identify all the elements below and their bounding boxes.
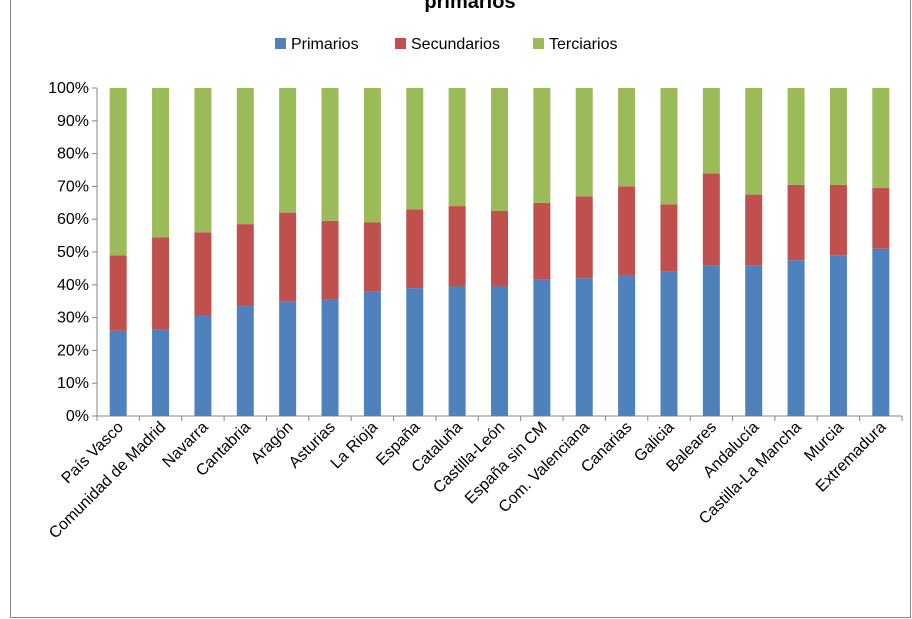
bar-primarios [321,299,339,416]
bar-secundarios [787,184,805,261]
x-tick-label: La Rioja [328,419,382,473]
bar-primarios [491,286,508,416]
y-tick-label: 10% [57,375,89,392]
bar-secundarios [491,211,508,287]
legend-label-terciarios: Terciarios [549,36,617,53]
bar-primarios [660,271,678,416]
y-tick-label: 70% [57,178,89,195]
bar-terciarios [491,88,508,211]
bar-secundarios [363,222,381,292]
y-tick-label: 90% [57,113,89,130]
legend-label-secundarios: Secundarios [411,36,500,53]
bar-terciarios [702,88,720,174]
bar-primarios [829,255,847,416]
bar-secundarios [829,184,847,256]
bar-primarios [702,265,720,416]
bar-terciarios [236,88,254,225]
y-tick-label: 20% [57,342,89,359]
y-tick-label: 50% [57,244,89,261]
bar-terciarios [279,88,297,213]
bar-secundarios [872,188,890,249]
bar-secundarios [109,255,127,331]
bar-terciarios [321,88,339,221]
bar-primarios [236,306,254,416]
legend-label-primarios: Primarios [291,36,359,53]
bar-secundarios [406,209,424,289]
bar-secundarios [618,186,636,275]
y-tick-label: 60% [57,211,89,228]
bar-primarios [406,288,424,416]
bar-terciarios [194,88,212,233]
legend-swatch-secundarios [395,38,406,49]
bar-secundarios [152,237,170,330]
bar-primarios [745,265,763,416]
bar-secundarios [533,202,551,280]
bar-terciarios [152,88,170,238]
y-tick-label: 0% [66,408,89,425]
bar-terciarios [660,88,678,205]
bar-terciarios [575,88,593,197]
bar-terciarios [109,88,127,256]
bar-terciarios [406,88,424,210]
bar-secundarios [321,220,339,300]
y-tick-label: 80% [57,146,89,163]
bar-primarios [363,291,381,416]
bar-terciarios [829,88,847,185]
bar-primarios [152,329,170,416]
bar-primarios [448,286,466,416]
bar-secundarios [279,212,297,302]
bar-terciarios [448,88,466,207]
bar-primarios [194,315,212,416]
bar-secundarios [575,196,593,279]
bar-primarios [787,260,805,416]
bar-terciarios [787,88,805,185]
bar-primarios [279,301,297,416]
y-tick-label: 40% [57,277,89,294]
chart-title: primarios [424,0,515,13]
bar-secundarios [194,232,212,316]
bar-secundarios [702,173,720,266]
y-tick-label: 100% [48,80,89,97]
bar-secundarios [448,206,466,287]
bar-terciarios [745,88,763,195]
bar-secundarios [236,224,254,307]
legend-swatch-primarios [275,38,286,49]
bar-primarios [109,330,127,416]
bar-terciarios [618,88,636,187]
bar-primarios [575,278,593,416]
bar-primarios [533,279,551,416]
bar-terciarios [872,88,890,189]
legend-swatch-terciarios [533,38,544,49]
bar-primarios [618,274,636,416]
bar-secundarios [745,194,763,266]
bar-terciarios [533,88,551,203]
chart-area [10,0,911,618]
bar-primarios [872,248,890,416]
bar-terciarios [363,88,381,223]
bar-secundarios [660,204,678,272]
y-tick-label: 30% [57,310,89,327]
